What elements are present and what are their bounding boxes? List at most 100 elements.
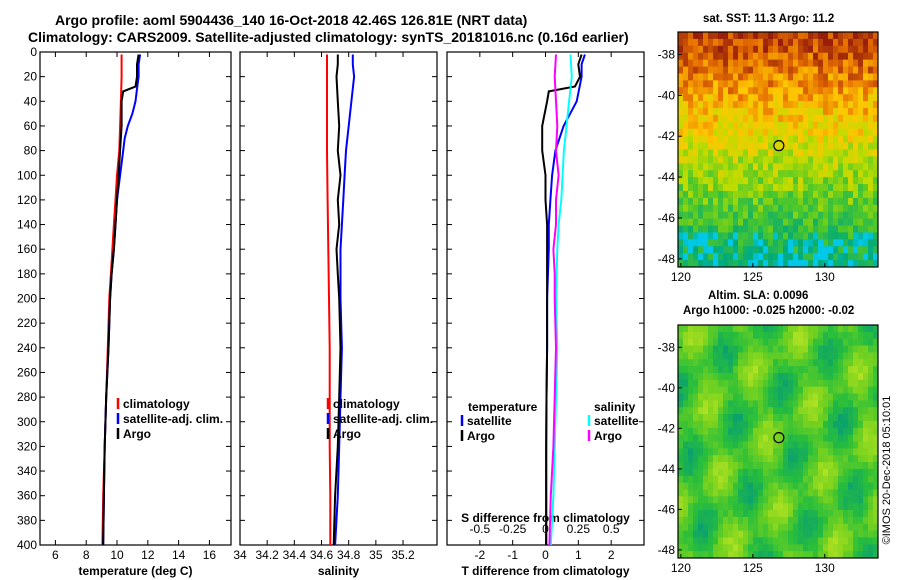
map-cell bbox=[808, 468, 814, 477]
map-cell bbox=[863, 352, 869, 360]
map-cell bbox=[733, 489, 739, 497]
map-cell bbox=[858, 149, 864, 157]
map-cell bbox=[703, 211, 709, 220]
map-cell bbox=[858, 246, 864, 254]
map-cell bbox=[743, 523, 749, 532]
map-cell bbox=[813, 372, 819, 381]
map-cell bbox=[783, 218, 789, 227]
map-cell bbox=[843, 386, 849, 395]
map-cell bbox=[738, 177, 744, 185]
map-cell bbox=[778, 59, 784, 68]
map-cell bbox=[693, 87, 699, 95]
map-cell bbox=[743, 352, 749, 360]
map-cell bbox=[858, 462, 864, 470]
map-cell bbox=[688, 197, 694, 206]
map-cell bbox=[808, 366, 814, 374]
map-cell bbox=[788, 482, 794, 490]
map-cell bbox=[843, 359, 849, 367]
map-cell bbox=[708, 80, 714, 88]
map-cell bbox=[723, 551, 729, 559]
map-cell bbox=[763, 427, 769, 436]
map-cell bbox=[733, 523, 739, 532]
map-cell bbox=[698, 232, 704, 240]
map-cell bbox=[688, 156, 694, 164]
map-cell bbox=[828, 516, 834, 525]
map-cell bbox=[823, 32, 829, 40]
map-cell bbox=[808, 38, 814, 47]
map-cell bbox=[763, 331, 769, 340]
map-cell bbox=[763, 544, 769, 552]
map-cell bbox=[873, 448, 879, 456]
map-cell bbox=[683, 218, 689, 227]
map-cell bbox=[798, 204, 804, 213]
map-cell bbox=[873, 59, 879, 68]
map-cell bbox=[683, 523, 689, 532]
map-cell bbox=[678, 114, 684, 123]
map-cell bbox=[703, 135, 709, 144]
map-cell bbox=[823, 114, 829, 123]
map-cell bbox=[783, 197, 789, 206]
map-cell bbox=[843, 352, 849, 360]
map-cell bbox=[778, 475, 784, 484]
map-cell bbox=[753, 156, 759, 164]
map-cell bbox=[843, 551, 849, 559]
map-cell bbox=[858, 73, 864, 81]
map-cell bbox=[743, 366, 749, 374]
map-cell bbox=[688, 352, 694, 360]
map-cell bbox=[783, 366, 789, 374]
map-cell bbox=[753, 510, 759, 518]
map-cell bbox=[808, 331, 814, 340]
map-cell bbox=[728, 108, 734, 116]
map-cell bbox=[718, 94, 724, 102]
map-cell bbox=[783, 468, 789, 477]
map-cell bbox=[778, 516, 784, 525]
map-cell bbox=[713, 52, 719, 61]
map-cell bbox=[723, 45, 729, 54]
map-cell bbox=[798, 142, 804, 150]
map-cell bbox=[763, 66, 769, 74]
map-cell bbox=[773, 325, 779, 333]
map-cell bbox=[678, 489, 684, 497]
map-cell bbox=[808, 239, 814, 247]
map-cell bbox=[848, 345, 854, 353]
map-cell bbox=[718, 372, 724, 381]
map-cell bbox=[863, 253, 869, 261]
temperature-panel: 0204060801001201401601802002202402602803… bbox=[17, 45, 232, 578]
map-cell bbox=[728, 253, 734, 261]
x-tick-label: 35.2 bbox=[391, 548, 415, 562]
map-cell bbox=[753, 544, 759, 552]
map-cell bbox=[858, 544, 864, 552]
map-cell bbox=[703, 225, 709, 233]
map-cell bbox=[758, 325, 764, 333]
map-cell bbox=[858, 359, 864, 367]
map-cell bbox=[858, 325, 864, 333]
map-cell bbox=[733, 345, 739, 353]
map-cell bbox=[728, 331, 734, 340]
map-cell bbox=[843, 246, 849, 254]
map-cell bbox=[793, 177, 799, 185]
map-cell bbox=[828, 38, 834, 47]
map-cell bbox=[778, 135, 784, 144]
map-cell bbox=[743, 468, 749, 477]
map-cell bbox=[738, 73, 744, 81]
map-cell bbox=[783, 149, 789, 157]
map-cell bbox=[793, 197, 799, 206]
map-cell bbox=[763, 386, 769, 395]
map-cell bbox=[828, 372, 834, 381]
map-cell bbox=[718, 156, 724, 164]
map-cell bbox=[868, 325, 874, 333]
map-cell bbox=[868, 218, 874, 227]
map-cell bbox=[853, 246, 859, 254]
x2-tick-label: 0.25 bbox=[567, 522, 591, 536]
map-cell bbox=[838, 530, 844, 538]
map-cell bbox=[738, 393, 744, 401]
map-cell bbox=[868, 114, 874, 123]
map-cell bbox=[793, 386, 799, 395]
map-cell bbox=[763, 108, 769, 116]
map-cell bbox=[853, 434, 859, 442]
map-cell bbox=[823, 530, 829, 538]
map-cell bbox=[798, 38, 804, 47]
map-cell bbox=[718, 414, 724, 422]
map-cell bbox=[788, 359, 794, 367]
map-cell bbox=[823, 101, 829, 109]
